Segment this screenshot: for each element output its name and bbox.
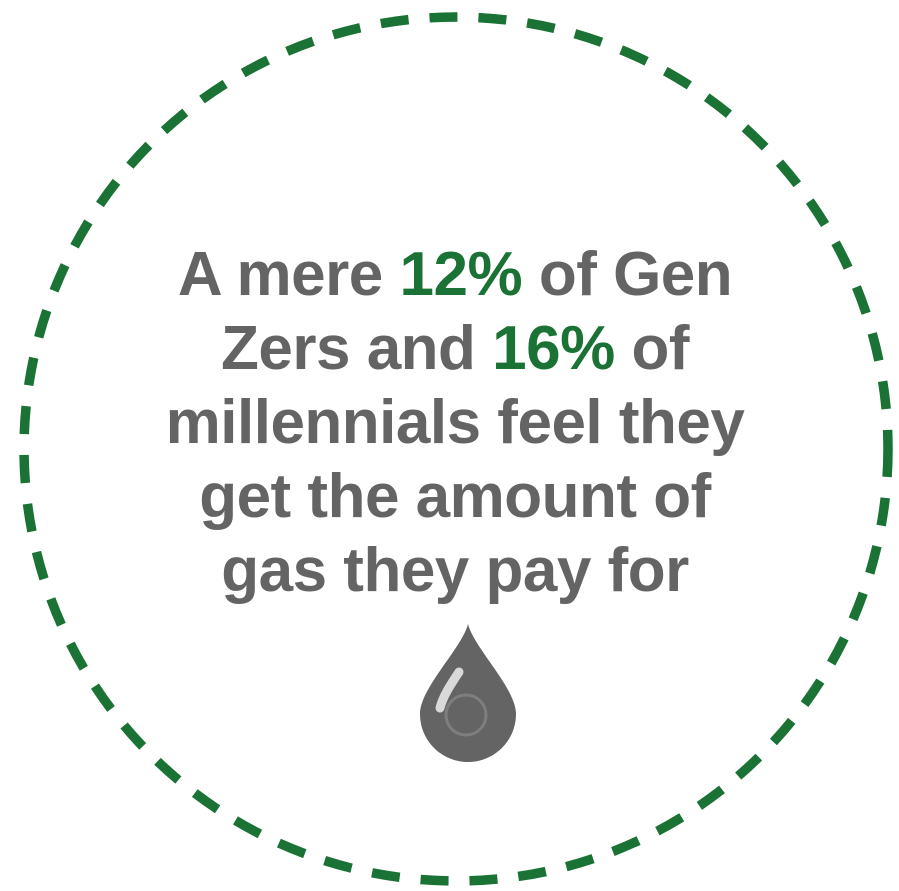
- line-1-suffix: of Gen: [522, 240, 733, 309]
- line-1-prefix: A mere: [177, 240, 400, 309]
- millennial-stat: 16%: [492, 314, 615, 383]
- statement-line-2: Zers and 16% of: [120, 312, 790, 386]
- line-2-suffix: of: [614, 314, 689, 383]
- statement-line-4: get the amount of: [199, 462, 711, 531]
- line-2-prefix: Zers and: [221, 314, 493, 383]
- statement-line-5: gas they pay for: [221, 536, 689, 605]
- gas-drop-icon: [420, 624, 516, 762]
- statement-line-1: A mere 12% of Gen: [120, 238, 790, 312]
- gen-z-stat: 12%: [399, 240, 523, 309]
- stat-statement: A mere 12% of Gen Zers and 16% of millen…: [120, 238, 790, 608]
- statement-line-3: millennials feel they: [165, 388, 745, 457]
